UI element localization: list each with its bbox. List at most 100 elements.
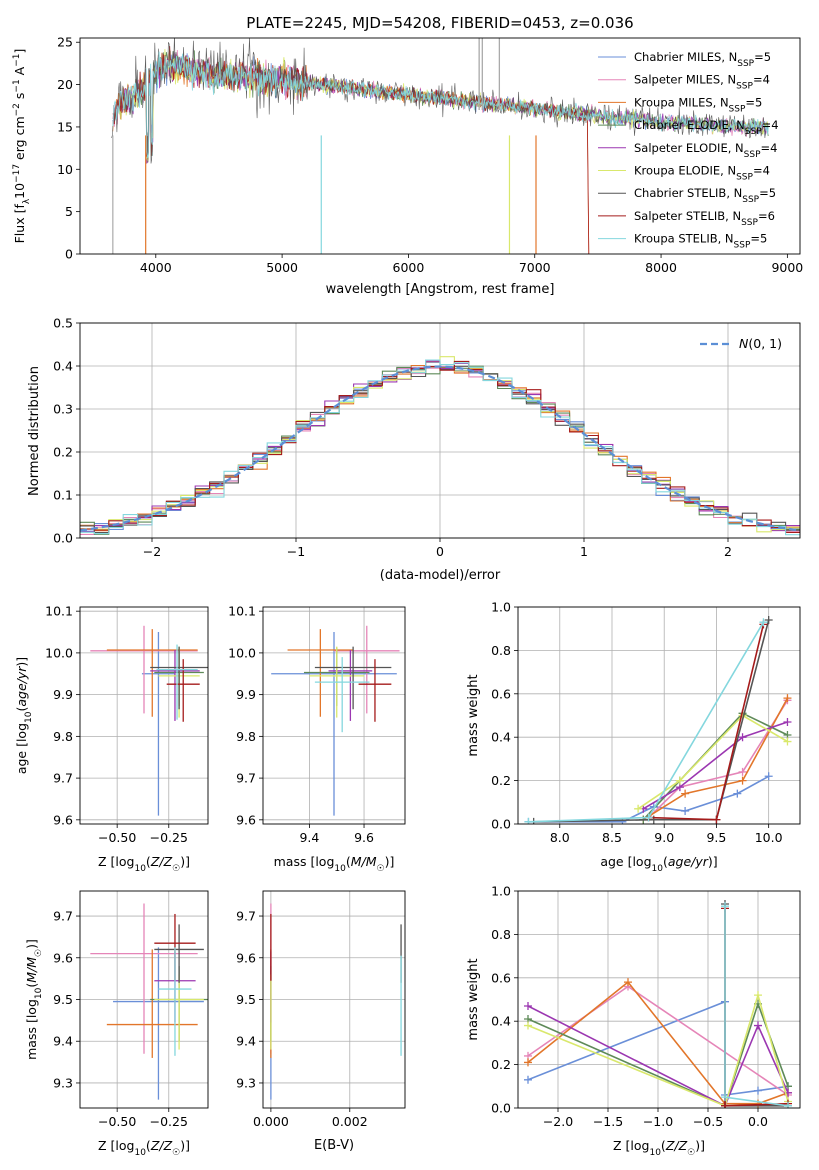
- plus-marker: [721, 902, 729, 911]
- label-part: 10: [652, 864, 664, 874]
- x-tick-label: 10.0: [755, 830, 783, 845]
- label-part: (: [146, 1138, 151, 1153]
- label-part: Z/Z: [665, 1138, 688, 1153]
- label-part: (: [146, 854, 151, 869]
- label-part: SSP: [734, 241, 751, 251]
- y-tick-label: 0.2: [491, 1057, 511, 1072]
- legend-entry: Salpeter ELODIE, NSSP=4: [634, 141, 777, 160]
- label-part: A: [12, 66, 27, 79]
- label-part: SSP: [744, 150, 761, 160]
- plus-marker: [738, 776, 747, 785]
- mass-weight-series-line: [648, 699, 789, 819]
- label-part: SSP: [745, 127, 762, 137]
- label-part: Kroupa ELODIE, N: [634, 164, 736, 178]
- plus-marker: [524, 817, 533, 824]
- age-vs-mass-panel: 9.4 9.6 9.6 9.7 9.8 9.9 10.0 10.1 mass [log10(M/…: [228, 604, 406, 874]
- plus-marker: [681, 789, 690, 798]
- plus-marker: [754, 1086, 762, 1095]
- label-part: )]: [14, 657, 29, 667]
- x-tick-label: −0.5: [693, 1114, 723, 1129]
- y-tick-label: 10.1: [45, 604, 73, 619]
- y-tick-label: 0.1: [53, 488, 73, 503]
- label-part: 10: [134, 864, 146, 874]
- plus-marker: [681, 806, 690, 815]
- label-part: )]: [180, 1138, 190, 1153]
- label-part: −2: [12, 103, 22, 116]
- x-tick-label: −0.50: [98, 1114, 136, 1129]
- label-part: SSP: [742, 195, 759, 205]
- y-tick-label: 0.0: [491, 817, 511, 832]
- axes-frame: [79, 37, 801, 255]
- y-tick-label: 15: [57, 119, 73, 134]
- y-tick-label: 10.1: [228, 604, 256, 619]
- histogram-plot-area: [80, 356, 800, 536]
- x-tick-label: 8.5: [602, 830, 622, 845]
- x-tick-label: 0.0: [748, 1114, 768, 1129]
- x-tick-label: −1.0: [643, 1114, 673, 1129]
- y-tick-label: 0.2: [491, 773, 511, 788]
- x-tick-label: −0.50: [98, 830, 136, 845]
- x-tick-label: 7000: [519, 260, 551, 275]
- y-tick-label: 0.6: [491, 970, 511, 985]
- y-tick-label: 9.5: [53, 992, 73, 1007]
- x-tick-label: −2.0: [543, 1114, 573, 1129]
- legend-entry: Kroupa STELIB, NSSP=5: [634, 232, 767, 251]
- y-tick-label: 9.8: [236, 729, 256, 744]
- y-tick-label: 0.4: [53, 359, 73, 374]
- legend-entry: Chabrier MILES, NSSP=5: [634, 50, 771, 69]
- x-tick-label: 9.5: [706, 830, 726, 845]
- x-tick-label: 0.002: [332, 1114, 368, 1129]
- plus-marker: [754, 1021, 762, 1030]
- x-tick-label: 9.0: [654, 830, 674, 845]
- y-tick-label: 0.8: [491, 643, 511, 658]
- label-part: 10: [34, 987, 44, 999]
- x-tick-label: 8000: [645, 260, 677, 275]
- label-part: =4: [753, 164, 770, 178]
- label-part: erg cm: [12, 116, 27, 164]
- gaussian-reference-line: [80, 365, 800, 532]
- y-tick-label: 0.0: [53, 531, 73, 546]
- label-part: (0, 1): [748, 336, 782, 351]
- y-tick-label: 9.6: [53, 950, 73, 965]
- y-tick-label: 0.8: [491, 927, 511, 942]
- x-tick-label: 2: [724, 544, 732, 559]
- label-part: Chabrier ELODIE, N: [634, 118, 745, 132]
- label-part: Kroupa STELIB, N: [634, 232, 734, 246]
- y-tick-label: 5: [65, 204, 73, 219]
- y-tick-label: 9.9: [53, 687, 73, 702]
- x-tick-label: 6000: [393, 260, 425, 275]
- axes-frame: [517, 890, 801, 1109]
- label-part: )]: [24, 939, 39, 949]
- x-axis-label: Z [log10(Z/Z☉)]: [98, 1138, 190, 1158]
- x-tick-label: 1: [580, 544, 588, 559]
- plus-marker: [764, 616, 773, 625]
- label-part: Salpeter STELIB, N: [634, 209, 741, 223]
- plus-marker: [738, 767, 747, 776]
- line-plot-area: [524, 900, 792, 1108]
- plus-marker: [784, 1101, 792, 1108]
- label-part: ☉: [34, 949, 44, 957]
- label-part: (: [14, 707, 29, 712]
- y-tick-label: 9.5: [236, 992, 256, 1007]
- label-part: Z [log: [98, 1138, 134, 1153]
- plus-marker: [524, 1002, 532, 1011]
- errorbar-plot-area: [90, 903, 208, 1100]
- spectrum-series-line: [112, 49, 590, 254]
- label-part: (: [24, 983, 39, 988]
- figure-title: PLATE=2245, MJD=54208, FIBERID=0453, z=0…: [246, 14, 633, 32]
- x-axis-label: age [log10(age/yr)]: [600, 854, 717, 874]
- axes-frame: [79, 606, 209, 825]
- plus-marker: [675, 776, 684, 785]
- label-part: λ: [22, 198, 32, 204]
- x-tick-label: 9.4: [299, 830, 319, 845]
- axes-frame: [262, 606, 406, 825]
- plus-marker: [644, 813, 653, 822]
- line-plot-area: [524, 616, 792, 824]
- spectrum-panel: 4000 5000 6000 7000 8000 9000 0 5 10 15 20 25 Flux […: [12, 35, 803, 297]
- y-tick-label: 9.8: [53, 729, 73, 744]
- x-axis-label: Z [log10(Z/Z☉)]: [98, 854, 190, 874]
- y-tick-label: 10.0: [45, 645, 73, 660]
- mass-weight-vs-age-panel: 8.0 8.5 9.0 9.5 10.0 0.0 0.2 0.4 0.6 0.8 1.0 age [l…: [466, 600, 801, 874]
- plus-marker: [733, 789, 742, 798]
- y-tick-label: 0.5: [53, 316, 73, 331]
